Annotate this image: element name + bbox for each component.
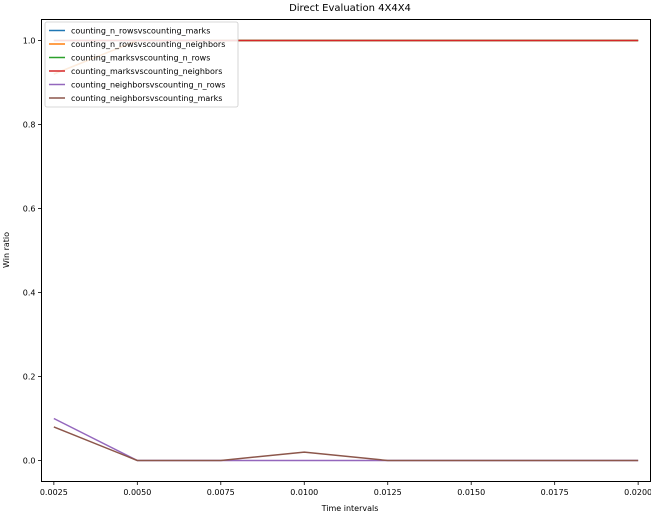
series-line-6 <box>53 426 639 462</box>
legend-label: counting_marksvscounting_neighbors <box>71 67 222 76</box>
x-tick-label: 0.0125 <box>374 488 402 497</box>
x-tick-label: 0.0150 <box>457 488 485 497</box>
chart-title: Direct Evaluation 4X4X4 <box>289 3 411 14</box>
x-tick-label: 0.0100 <box>290 488 318 497</box>
y-tick-label: 0.0 <box>23 457 36 466</box>
legend-box <box>44 21 239 108</box>
y-axis-label: Win ratio <box>2 232 11 268</box>
y-tick-label: 0.8 <box>23 121 36 130</box>
x-tick-label: 0.0200 <box>624 488 651 497</box>
y-tick-label: 0.4 <box>23 289 36 298</box>
legend-label: counting_neighborsvscounting_n_rows <box>71 81 225 90</box>
legend-label: counting_neighborsvscounting_marks <box>71 94 222 103</box>
legend: counting_n_rowsvscounting_marks counting_… <box>44 21 239 108</box>
y-tick-label: 1.0 <box>23 37 36 46</box>
legend-label: counting_n_rowsvscounting_neighbors <box>71 40 225 49</box>
x-tick-label: 0.0050 <box>123 488 151 497</box>
legend-label: counting_n_rowsvscounting_marks <box>71 27 210 36</box>
x-tick-label: 0.0075 <box>207 488 235 497</box>
legend-label: counting_marksvscounting_n_rows <box>71 54 210 63</box>
y-axis-ticks: 0.0 0.2 0.4 0.6 0.8 1.0 <box>23 37 42 466</box>
x-axis-ticks: 0.0025 0.0050 0.0075 0.0100 0.0125 0.0150 0.01… <box>40 481 651 497</box>
y-tick-label: 0.6 <box>23 205 36 214</box>
x-tick-label: 0.0175 <box>541 488 569 497</box>
x-tick-label: 0.0025 <box>40 488 68 497</box>
y-tick-label: 0.2 <box>23 373 36 382</box>
x-axis-label: Time intervals <box>321 504 379 513</box>
